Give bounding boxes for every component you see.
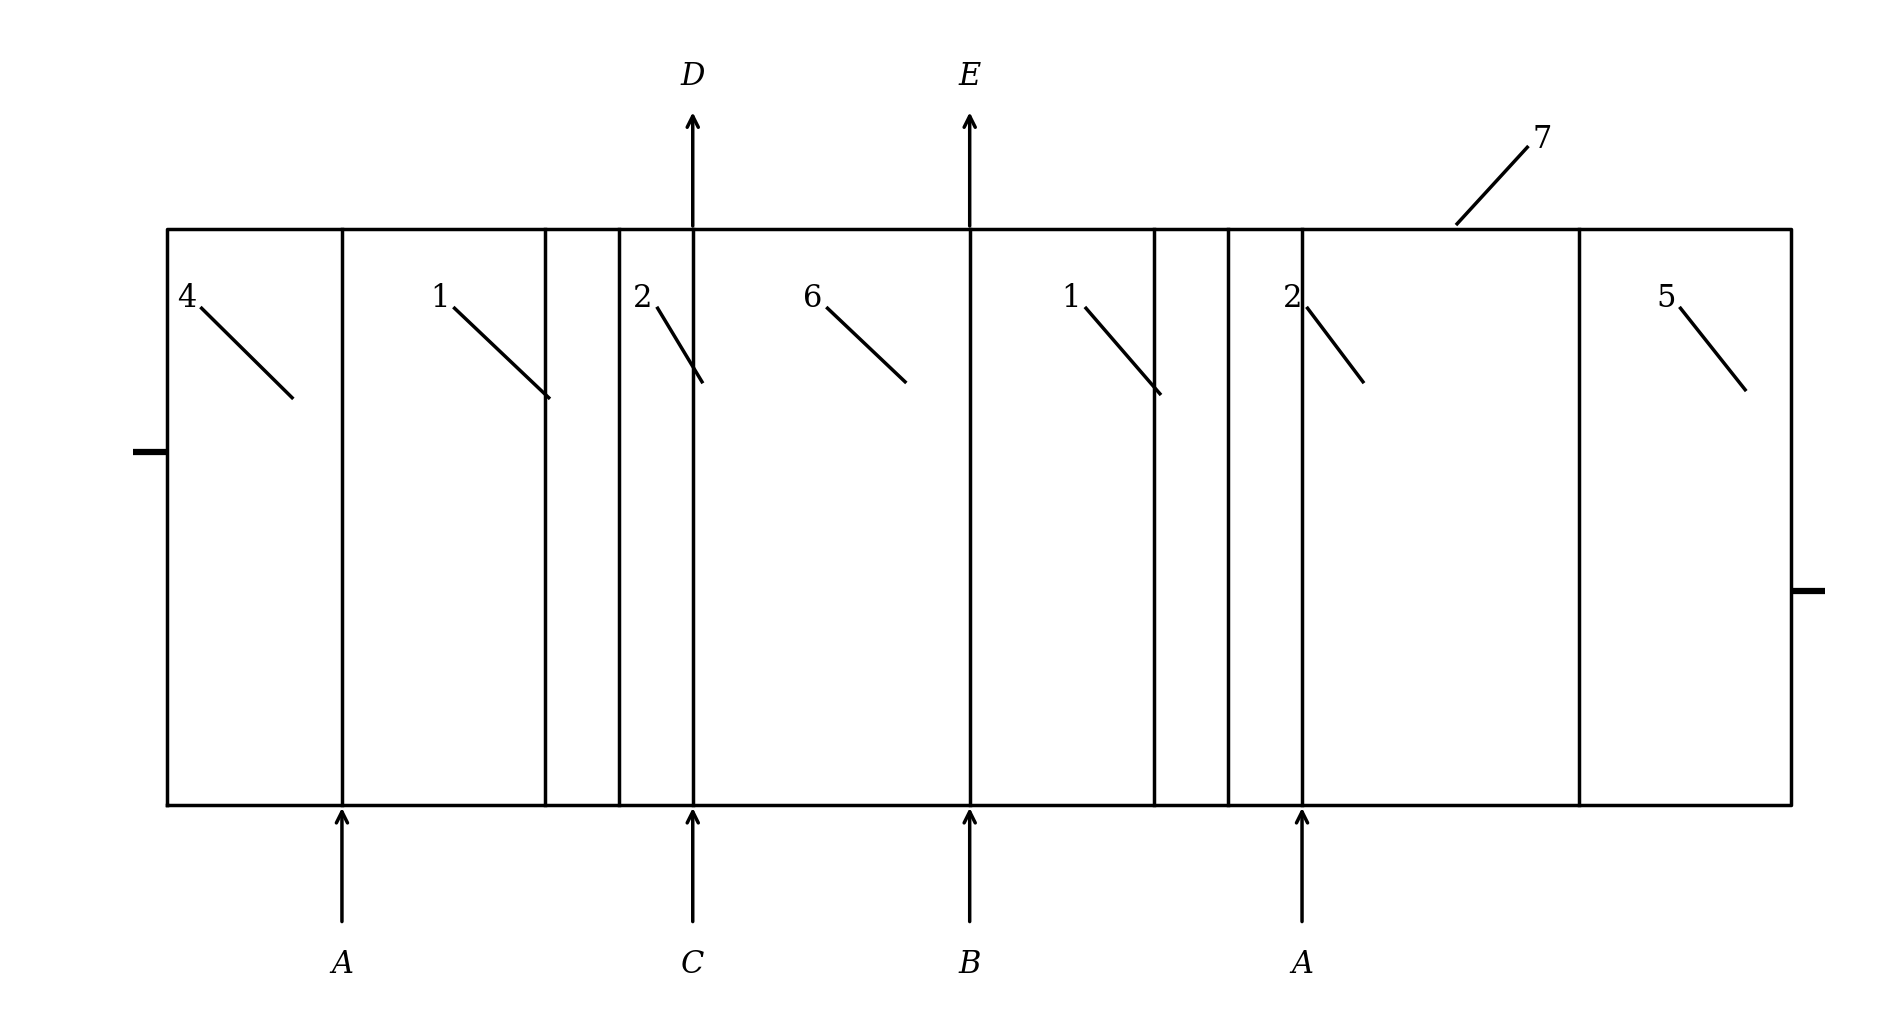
Text: C: C bbox=[680, 949, 705, 981]
Text: A: A bbox=[1291, 949, 1313, 981]
Text: 1: 1 bbox=[1061, 283, 1081, 313]
Text: 2: 2 bbox=[1283, 283, 1302, 313]
Text: B: B bbox=[959, 949, 982, 981]
Text: 2: 2 bbox=[633, 283, 652, 313]
Text: 6: 6 bbox=[803, 283, 823, 313]
Text: A: A bbox=[332, 949, 352, 981]
Text: 5: 5 bbox=[1656, 283, 1675, 313]
Text: 7: 7 bbox=[1532, 124, 1552, 155]
Text: D: D bbox=[680, 61, 705, 91]
Text: 1: 1 bbox=[430, 283, 450, 313]
Text: 4: 4 bbox=[177, 283, 196, 313]
Text: E: E bbox=[959, 61, 982, 91]
